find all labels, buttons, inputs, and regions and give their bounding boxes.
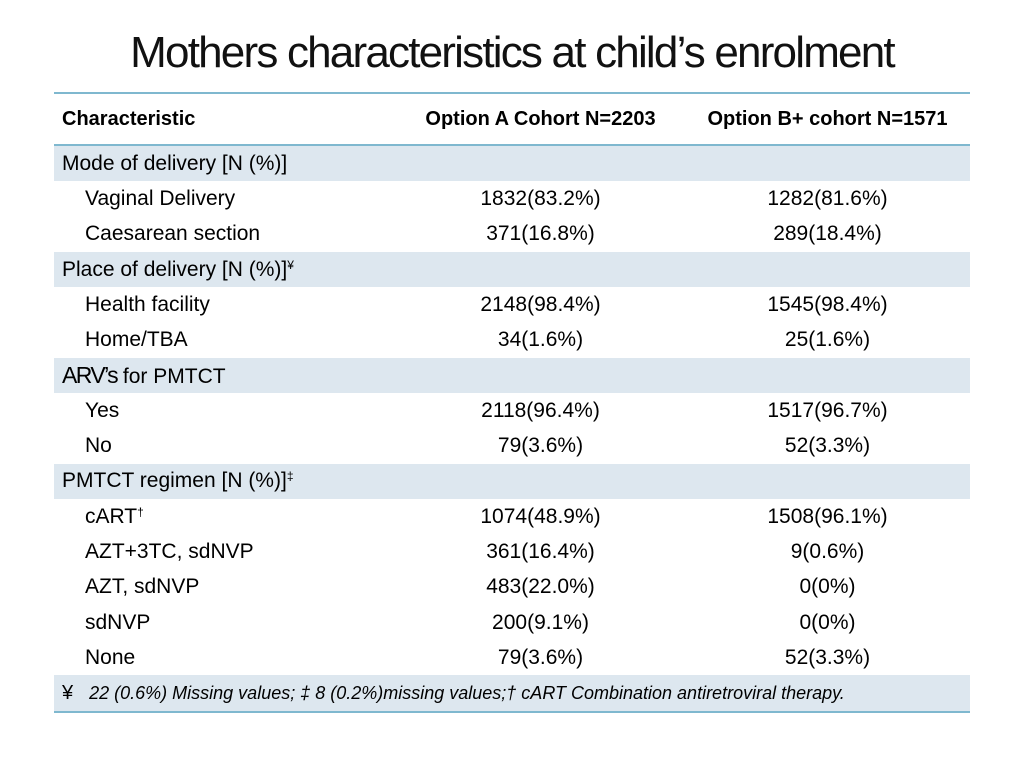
section-label: for PMTCT bbox=[122, 364, 226, 388]
section-label-prefix: ARV’s bbox=[62, 361, 119, 388]
row-label: AZT, sdNVP bbox=[85, 575, 200, 599]
table-row: Caesarean section 371(16.8%) 289(18.4%) bbox=[54, 217, 970, 252]
table-row: AZT+3TC, sdNVP 361(16.4%) 9(0.6%) bbox=[54, 534, 970, 569]
row-label-cell: cART† bbox=[54, 499, 396, 534]
footnote-symbol: ¥ bbox=[62, 681, 74, 704]
section-row-pmtct-regimen: PMTCT regimen [N (%)]‡ bbox=[54, 463, 970, 499]
section-label: PMTCT regimen [N (%)] bbox=[62, 469, 287, 493]
option-b-value: 0(0%) bbox=[799, 575, 856, 599]
option-a-value: 79(3.6%) bbox=[497, 434, 584, 458]
row-label: None bbox=[85, 645, 136, 669]
option-b-value: 1282(81.6%) bbox=[767, 186, 888, 210]
section-label-cell: Place of delivery [N (%)]¥ bbox=[54, 251, 396, 288]
row-label: No bbox=[85, 434, 112, 458]
option-b-value: 1508(96.1%) bbox=[767, 504, 888, 528]
characteristics-table: Characteristic Option A Cohort N=2203 Op… bbox=[54, 92, 970, 714]
option-b-value: 289(18.4%) bbox=[773, 222, 882, 246]
row-label: cART bbox=[85, 504, 138, 528]
option-a-value: 79(3.6%) bbox=[497, 645, 584, 669]
option-b-value: 0(0%) bbox=[799, 610, 856, 634]
row-label: AZT+3TC, sdNVP bbox=[85, 539, 254, 563]
section-label: Place of delivery [N (%)] bbox=[62, 257, 288, 281]
row-label: Vaginal Delivery bbox=[85, 186, 236, 210]
section-label: Mode of delivery [N (%)] bbox=[54, 145, 396, 182]
option-a-value: 371(16.8%) bbox=[486, 222, 595, 246]
row-label: Health facility bbox=[85, 292, 210, 316]
footnote-mark: ‡ bbox=[286, 469, 294, 484]
option-a-value: 2148(98.4%) bbox=[480, 292, 601, 316]
table-row: cART† 1074(48.9%) 1508(96.1%) bbox=[54, 499, 970, 534]
option-b-value: 52(3.3%) bbox=[784, 434, 871, 458]
section-label-cell: ARV’s for PMTCT bbox=[54, 357, 396, 394]
option-a-value: 361(16.4%) bbox=[486, 539, 595, 563]
footnote-cell: ¥22 (0.6%) Missing values; ‡ 8 (0.2%)mis… bbox=[54, 675, 970, 714]
option-b-value: 25(1.6%) bbox=[784, 328, 871, 352]
option-a-value: 483(22.0%) bbox=[486, 575, 595, 599]
row-label: Caesarean section bbox=[85, 222, 261, 246]
option-b-value: 1545(98.4%) bbox=[767, 292, 888, 316]
footnote-mark: ¥ bbox=[287, 257, 294, 272]
option-b-value: 9(0.6%) bbox=[790, 539, 865, 563]
section-row-arvs-for-pmtct: ARV’s for PMTCT bbox=[54, 357, 970, 394]
footnote-row: ¥22 (0.6%) Missing values; ‡ 8 (0.2%)mis… bbox=[54, 675, 970, 714]
option-a-value: 1074(48.9%) bbox=[480, 504, 601, 528]
table-row: Vaginal Delivery 1832(83.2%) 1282(81.6%) bbox=[54, 181, 970, 216]
header-option-a: Option A Cohort N=2203 bbox=[396, 92, 685, 146]
section-row-place-of-delivery: Place of delivery [N (%)]¥ bbox=[54, 251, 970, 288]
footnote-text: 22 (0.6%) Missing values; ‡ 8 (0.2%)miss… bbox=[89, 682, 845, 703]
table-row: Yes 2118(96.4%) 1517(96.7%) bbox=[54, 393, 970, 428]
row-label: sdNVP bbox=[85, 610, 151, 634]
option-a-value: 1832(83.2%) bbox=[480, 186, 601, 210]
header-option-b: Option B+ cohort N=1571 bbox=[685, 92, 970, 146]
option-a-value: 34(1.6%) bbox=[497, 328, 584, 352]
table-row: No 79(3.6%) 52(3.3%) bbox=[54, 428, 970, 463]
header-characteristic: Characteristic bbox=[54, 92, 396, 146]
option-b-value: 52(3.3%) bbox=[784, 645, 871, 669]
row-label: Yes bbox=[85, 398, 120, 422]
page-title: Mothers characteristics at child’s enrol… bbox=[130, 28, 895, 77]
footnote-mark: † bbox=[137, 504, 144, 519]
section-row-mode-of-delivery: Mode of delivery [N (%)] bbox=[54, 145, 970, 182]
table-row: Health facility 2148(98.4%) 1545(98.4%) bbox=[54, 287, 970, 322]
option-a-value: 200(9.1%) bbox=[492, 610, 589, 634]
row-label: Home/TBA bbox=[85, 328, 188, 352]
table-row: None 79(3.6%) 52(3.3%) bbox=[54, 640, 970, 675]
option-b-value: 1517(96.7%) bbox=[767, 398, 888, 422]
section-label-cell: PMTCT regimen [N (%)]‡ bbox=[54, 463, 396, 499]
table-row: AZT, sdNVP 483(22.0%) 0(0%) bbox=[54, 570, 970, 605]
option-a-value: 2118(96.4%) bbox=[481, 398, 600, 422]
table-row: Home/TBA 34(1.6%) 25(1.6%) bbox=[54, 322, 970, 357]
table-header-row: Characteristic Option A Cohort N=2203 Op… bbox=[54, 92, 970, 146]
table-row: sdNVP 200(9.1%) 0(0%) bbox=[54, 605, 970, 640]
